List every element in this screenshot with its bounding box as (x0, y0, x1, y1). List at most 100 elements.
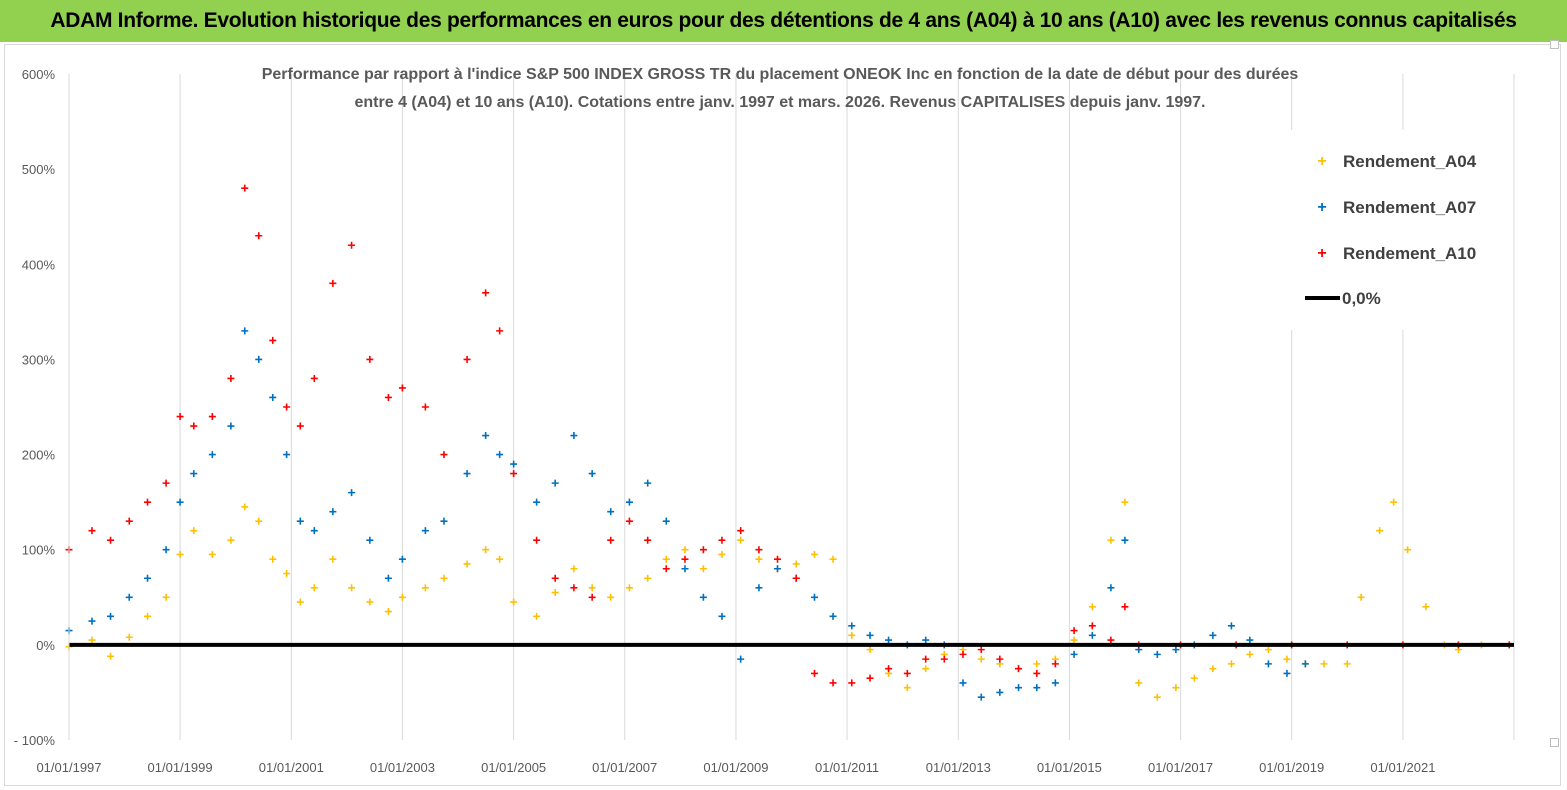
data-point (922, 665, 930, 673)
data-point (208, 413, 216, 421)
data-point (310, 527, 318, 535)
data-point (162, 593, 170, 601)
data-point (296, 517, 304, 525)
data-point (88, 617, 96, 625)
data-point (644, 574, 652, 582)
data-point (1015, 665, 1023, 673)
data-point (848, 679, 856, 687)
data-point (737, 536, 745, 544)
data-point (348, 241, 356, 249)
data-point (922, 636, 930, 644)
data-point (755, 555, 763, 563)
legend-item-a10[interactable]: + Rendement_A10 (1317, 244, 1476, 263)
data-point (296, 598, 304, 606)
data-point (625, 498, 633, 506)
data-point (510, 470, 518, 478)
data-point (510, 598, 518, 606)
report-title: ADAM Informe. Evolution historique des p… (50, 9, 1517, 32)
data-point (866, 631, 874, 639)
legend-item-a04[interactable]: + Rendement_A04 (1317, 152, 1476, 171)
data-point (463, 470, 471, 478)
data-point (718, 536, 726, 544)
data-point (1033, 669, 1041, 677)
resize-handle-bottom-right[interactable] (1550, 738, 1559, 747)
data-point (510, 460, 518, 468)
data-point (1422, 603, 1430, 611)
data-point (310, 584, 318, 592)
data-point (144, 574, 152, 582)
data-point (940, 655, 948, 663)
data-point (1033, 684, 1041, 692)
data-point (1264, 646, 1272, 654)
data-point (755, 584, 763, 592)
y-tick-label: 0% (36, 638, 55, 653)
y-tick-label: - 100% (14, 733, 56, 748)
data-point (107, 536, 115, 544)
y-tick-label: 600% (22, 67, 56, 82)
data-point (366, 598, 374, 606)
data-point (848, 631, 856, 639)
data-point (125, 633, 133, 641)
data-point (977, 693, 985, 701)
x-tick-label: 01/01/2017 (1148, 760, 1213, 775)
x-tick-label: 01/01/2015 (1037, 760, 1102, 775)
data-point (662, 565, 670, 573)
data-point (162, 546, 170, 554)
data-point (88, 636, 96, 644)
data-point (1246, 650, 1254, 658)
data-point (1107, 636, 1115, 644)
data-point (269, 336, 277, 344)
data-point (588, 470, 596, 478)
data-point (1209, 631, 1217, 639)
data-point (421, 527, 429, 535)
data-point (681, 555, 689, 563)
data-point (283, 570, 291, 577)
legend-label-a04: Rendement_A04 (1343, 152, 1477, 171)
data-point (208, 550, 216, 558)
data-point (1283, 655, 1291, 663)
data-point (310, 374, 318, 382)
data-point (190, 527, 198, 535)
x-tick-label: 01/01/2021 (1370, 760, 1435, 775)
data-point (681, 546, 689, 554)
data-point (440, 451, 448, 459)
data-point (644, 536, 652, 544)
data-point (959, 650, 967, 658)
legend-item-a07[interactable]: + Rendement_A07 (1317, 198, 1476, 217)
data-point (810, 669, 818, 677)
data-point (1088, 631, 1096, 639)
data-point (1107, 584, 1115, 592)
data-point (384, 608, 392, 616)
data-point (329, 508, 337, 516)
resize-handle-top-right[interactable] (1550, 40, 1559, 49)
data-point (1088, 622, 1096, 630)
data-point (241, 327, 249, 335)
y-tick-label: 200% (22, 448, 56, 463)
data-point (144, 612, 152, 620)
data-point (1190, 674, 1198, 682)
data-point (227, 536, 235, 544)
data-point (718, 612, 726, 620)
data-point (398, 593, 406, 601)
data-point (1033, 660, 1041, 668)
legend-item-zero[interactable]: 0,0% (1305, 289, 1381, 308)
data-point (1209, 665, 1217, 673)
data-point (496, 555, 504, 563)
y-tick-label: 300% (22, 352, 56, 367)
data-point (1015, 684, 1023, 692)
data-point (482, 432, 490, 440)
data-point (570, 565, 578, 573)
data-point (348, 584, 356, 592)
data-point (662, 555, 670, 563)
data-point (699, 546, 707, 554)
y-tick-label: 100% (22, 543, 56, 558)
data-point (644, 479, 652, 487)
x-tick-label: 01/01/2007 (592, 760, 657, 775)
series-rendement-a10 (65, 184, 1513, 687)
data-point (162, 479, 170, 487)
data-point (588, 593, 596, 601)
data-point (774, 555, 781, 563)
data-point (384, 393, 392, 401)
data-point (241, 503, 249, 511)
